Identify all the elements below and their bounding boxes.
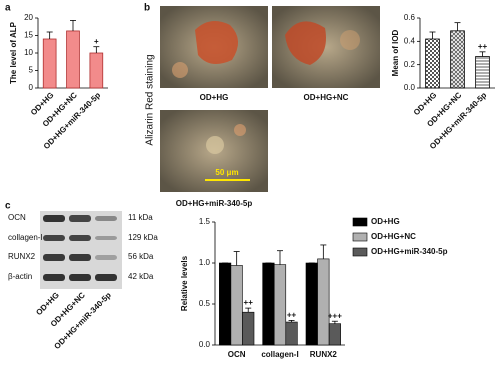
image-caption: OD+HG+NC <box>304 93 349 102</box>
bar <box>328 323 341 346</box>
significance: +++ <box>328 311 342 320</box>
bar <box>273 264 287 346</box>
bar <box>475 56 490 89</box>
y-axis-label: The level of ALP <box>9 21 18 84</box>
y-tick-label: 0.2 <box>404 60 416 69</box>
significance: ++ <box>287 311 297 320</box>
x-tick-label: collagen-I <box>261 350 298 359</box>
y-tick-label: 5 <box>29 66 34 75</box>
y-tick-label: 10 <box>24 48 33 57</box>
significance: ++ <box>478 42 488 51</box>
bar <box>66 30 80 89</box>
bar <box>285 321 298 346</box>
x-tick-label: OCN <box>228 350 246 359</box>
image-caption: OD+HG <box>200 93 229 102</box>
protein-label: RUNX2 <box>8 252 36 261</box>
bar <box>305 262 318 346</box>
band-size: 129 kDa <box>128 233 158 242</box>
bar <box>425 38 440 89</box>
legend-label: OD+HG <box>371 217 400 226</box>
y-tick-label: 0 <box>29 83 34 92</box>
y-tick-label: 0.6 <box>404 13 416 22</box>
panel-label: c <box>5 201 11 212</box>
micrograph <box>160 110 268 192</box>
bar <box>230 265 243 346</box>
protein-label: collagen-I <box>8 233 43 242</box>
protein-label: β-actin <box>8 272 32 281</box>
bar <box>450 30 465 89</box>
staining-label: Alizarin Red staining <box>145 54 156 145</box>
blot <box>40 211 122 289</box>
micrograph <box>272 6 380 88</box>
y-tick-label: 1.5 <box>199 217 211 226</box>
y-tick-label: 0.0 <box>404 83 416 92</box>
legend-swatch <box>352 232 368 242</box>
y-tick-label: 15 <box>24 31 33 40</box>
legend-label: OD+HG+NC <box>371 232 416 241</box>
scale-bar-label: 50 μm <box>215 168 238 177</box>
band-size: 11 kDa <box>128 213 153 222</box>
legend-swatch <box>352 247 368 257</box>
bar <box>89 52 104 89</box>
bar <box>42 38 57 89</box>
band-size: 56 kDa <box>128 252 154 261</box>
bar <box>242 311 255 346</box>
y-axis-label: Mean of IOD <box>391 29 400 76</box>
y-axis-label: Relative levels <box>180 255 189 311</box>
bar <box>317 258 330 346</box>
image-caption: OD+HG+miR-340-5p <box>176 199 253 208</box>
legend-swatch <box>352 217 368 227</box>
x-tick-label: RUNX2 <box>310 350 338 359</box>
y-tick-label: 0.0 <box>199 340 211 349</box>
bar <box>219 262 232 346</box>
y-tick-label: 0.4 <box>404 36 416 45</box>
y-tick-label: 1.0 <box>199 258 211 267</box>
panel-label: a <box>5 3 11 14</box>
panel-label: b <box>144 3 150 14</box>
significance: + <box>94 37 99 46</box>
significance: ++ <box>244 298 254 307</box>
legend-label: OD+HG+miR-340-5p <box>371 247 448 256</box>
protein-label: OCN <box>8 213 26 222</box>
bar <box>262 262 275 346</box>
y-tick-label: 0.5 <box>199 299 211 308</box>
band-size: 42 kDa <box>128 272 154 281</box>
micrograph <box>160 6 268 88</box>
y-tick-label: 20 <box>24 13 33 22</box>
